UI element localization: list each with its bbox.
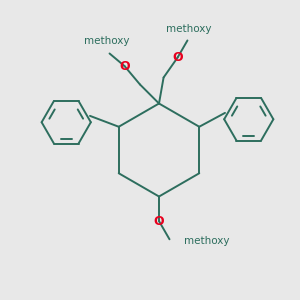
Text: O: O (119, 59, 130, 73)
Text: methoxy: methoxy (184, 236, 230, 246)
Text: O: O (154, 214, 164, 228)
Text: methoxy: methoxy (84, 36, 130, 46)
Text: O: O (172, 51, 183, 64)
Text: methoxy: methoxy (166, 24, 212, 34)
